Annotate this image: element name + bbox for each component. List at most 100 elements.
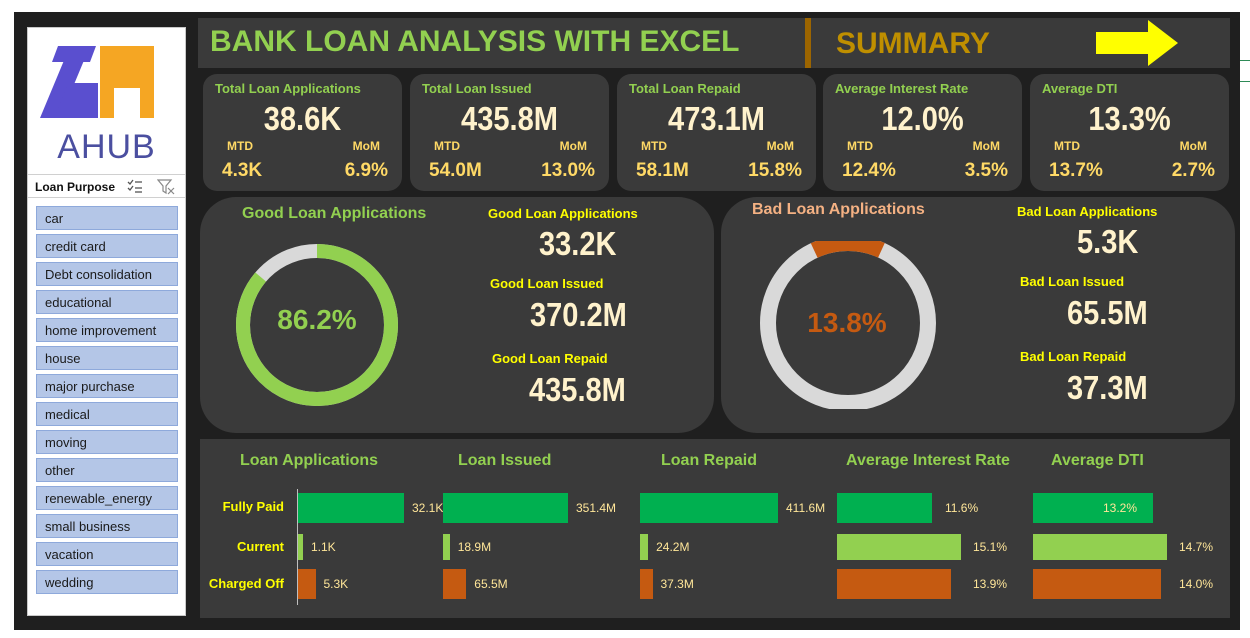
- series-title: Average Interest Rate: [846, 452, 1010, 469]
- category-axis-line: [297, 489, 298, 605]
- good-repaid-value: 435.8M: [529, 371, 626, 408]
- kpi-card: Average DTI 13.3% MTD MoM 13.7% 2.7%: [1030, 74, 1229, 191]
- bar: [1033, 534, 1167, 560]
- slicer-item[interactable]: home improvement: [36, 318, 178, 342]
- kpi-mom-value: 13.0%: [541, 160, 595, 181]
- good-loan-donut: [236, 244, 398, 406]
- data-label: 13.2%: [1103, 501, 1138, 515]
- category-label: Charged Off: [208, 576, 284, 591]
- logo-text: AHUB: [57, 128, 156, 166]
- slicer-item[interactable]: educational: [36, 290, 178, 314]
- good-loan-percent: 86.2%: [277, 304, 357, 335]
- kpi-value: 435.8M: [461, 100, 558, 137]
- bad-issued-label: Bad Loan Issued: [1020, 274, 1125, 289]
- divider-line: [1240, 60, 1250, 61]
- series-title: Loan Applications: [240, 452, 379, 469]
- data-label: 13.9%: [973, 577, 1008, 591]
- kpi-mom-value: 15.8%: [748, 160, 802, 181]
- bad-loan-title: Bad Loan Applications: [752, 201, 925, 218]
- bar: [837, 569, 952, 599]
- kpi-label: Average DTI: [1042, 81, 1118, 96]
- kpi-value: 13.3%: [1088, 100, 1171, 137]
- kpi-mom-label: MoM: [766, 139, 794, 153]
- bar: [443, 493, 568, 523]
- kpi-mtd-value: 58.1M: [636, 160, 689, 181]
- kpi-label: Total Loan Issued: [422, 81, 532, 96]
- category-label: Fully Paid: [222, 499, 284, 514]
- data-label: 24.2M: [656, 540, 690, 554]
- bad-issued-value: 65.5M: [1067, 294, 1148, 331]
- multi-select-icon[interactable]: [127, 179, 143, 198]
- slicer-item-list: car credit card Debt consolidation educatio…: [36, 206, 178, 598]
- slicer-item[interactable]: vacation: [36, 542, 178, 566]
- kpi-label: Average Interest Rate: [835, 81, 969, 96]
- clear-filter-icon[interactable]: [156, 179, 175, 200]
- slicer-item[interactable]: small business: [36, 514, 178, 538]
- good-apps-value: 33.2K: [539, 225, 617, 262]
- bar: [443, 534, 450, 560]
- bar: [298, 569, 316, 599]
- bar: [443, 569, 467, 599]
- data-label: 14.0%: [1179, 577, 1214, 591]
- divider-line: [1240, 81, 1250, 82]
- bad-loan-donut: [760, 241, 936, 409]
- kpi-label: Total Loan Repaid: [629, 81, 741, 96]
- slicer-item[interactable]: moving: [36, 430, 178, 454]
- bar: [298, 534, 303, 560]
- series-title: Average DTI: [1051, 452, 1144, 469]
- kpi-mom-label: MoM: [559, 139, 587, 153]
- bar: [837, 493, 933, 523]
- bar: [1033, 493, 1154, 523]
- series-title: Loan Repaid: [661, 452, 758, 469]
- slicer-title: Loan Purpose: [35, 180, 116, 194]
- kpi-mtd-value: 4.3K: [222, 160, 263, 181]
- kpi-mtd-value: 54.0M: [429, 160, 482, 181]
- sidebar: AHUB Loan Purpose car credit card Debt con…: [27, 27, 186, 616]
- data-label: 37.3M: [660, 577, 694, 591]
- slicer-item[interactable]: car: [36, 206, 178, 230]
- data-label: 65.5M: [474, 577, 508, 591]
- kpi-card: Total Loan Issued 435.8M MTD MoM 54.0M 13.0%: [410, 74, 609, 191]
- slicer-item[interactable]: wedding: [36, 570, 178, 594]
- bad-loan-percent: 13.8%: [807, 307, 887, 338]
- slicer-item[interactable]: major purchase: [36, 374, 178, 398]
- logo-mark-icon: [40, 46, 154, 118]
- kpi-mtd-label: MTD: [227, 139, 253, 153]
- bad-apps-label: Bad Loan Applications: [1017, 204, 1158, 219]
- data-label: 15.1%: [973, 540, 1008, 554]
- bar: [298, 493, 404, 523]
- slicer-item[interactable]: Debt consolidation: [36, 262, 178, 286]
- ahub-logo: AHUB: [28, 28, 185, 170]
- kpi-mtd-label: MTD: [641, 139, 667, 153]
- bar: [640, 493, 778, 523]
- slicer-header: Loan Purpose: [28, 174, 185, 198]
- data-label: 18.9M: [457, 540, 492, 554]
- kpi-mom-value: 6.9%: [344, 160, 388, 181]
- kpi-mtd-label: MTD: [847, 139, 873, 153]
- kpi-card: Total Loan Repaid 473.1M MTD MoM 58.1M 15.8%: [617, 74, 816, 191]
- data-label: 32.1K: [412, 501, 444, 515]
- good-issued-value: 370.2M: [530, 296, 627, 333]
- next-arrow-icon[interactable]: [1096, 20, 1180, 71]
- slicer-item[interactable]: house: [36, 346, 178, 370]
- kpi-mom-value: 2.7%: [1171, 160, 1215, 181]
- header-bar: BANK LOAN ANALYSIS WITH EXCEL SUMMARY: [198, 18, 1230, 68]
- slicer-item[interactable]: other: [36, 458, 178, 482]
- kpi-mtd-label: MTD: [434, 139, 460, 153]
- kpi-card: Total Loan Applications 38.6K MTD MoM 4.3K 6.…: [203, 74, 402, 191]
- good-loan-panel: Good Loan Applications 86.2% Good Loan A…: [200, 197, 714, 433]
- kpi-mtd-value: 12.4%: [842, 160, 896, 181]
- page-title: BANK LOAN ANALYSIS WITH EXCEL: [210, 25, 740, 58]
- slicer-item[interactable]: credit card: [36, 234, 178, 258]
- kpi-value: 12.0%: [881, 100, 964, 137]
- loan-status-chart: Fully Paid Current Charged Off Loan Applica…: [200, 439, 1230, 618]
- good-loan-title: Good Loan Applications: [242, 205, 427, 222]
- good-apps-label: Good Loan Applications: [488, 206, 638, 221]
- slicer-item[interactable]: medical: [36, 402, 178, 426]
- slicer-item[interactable]: renewable_energy: [36, 486, 178, 510]
- kpi-mom-value: 3.5%: [964, 160, 1008, 181]
- bad-apps-value: 5.3K: [1077, 223, 1139, 260]
- data-label: 411.6M: [786, 501, 826, 515]
- bad-loan-panel: Bad Loan Applications 13.8% Bad Loan App…: [721, 197, 1235, 433]
- bad-repaid-value: 37.3M: [1067, 369, 1148, 406]
